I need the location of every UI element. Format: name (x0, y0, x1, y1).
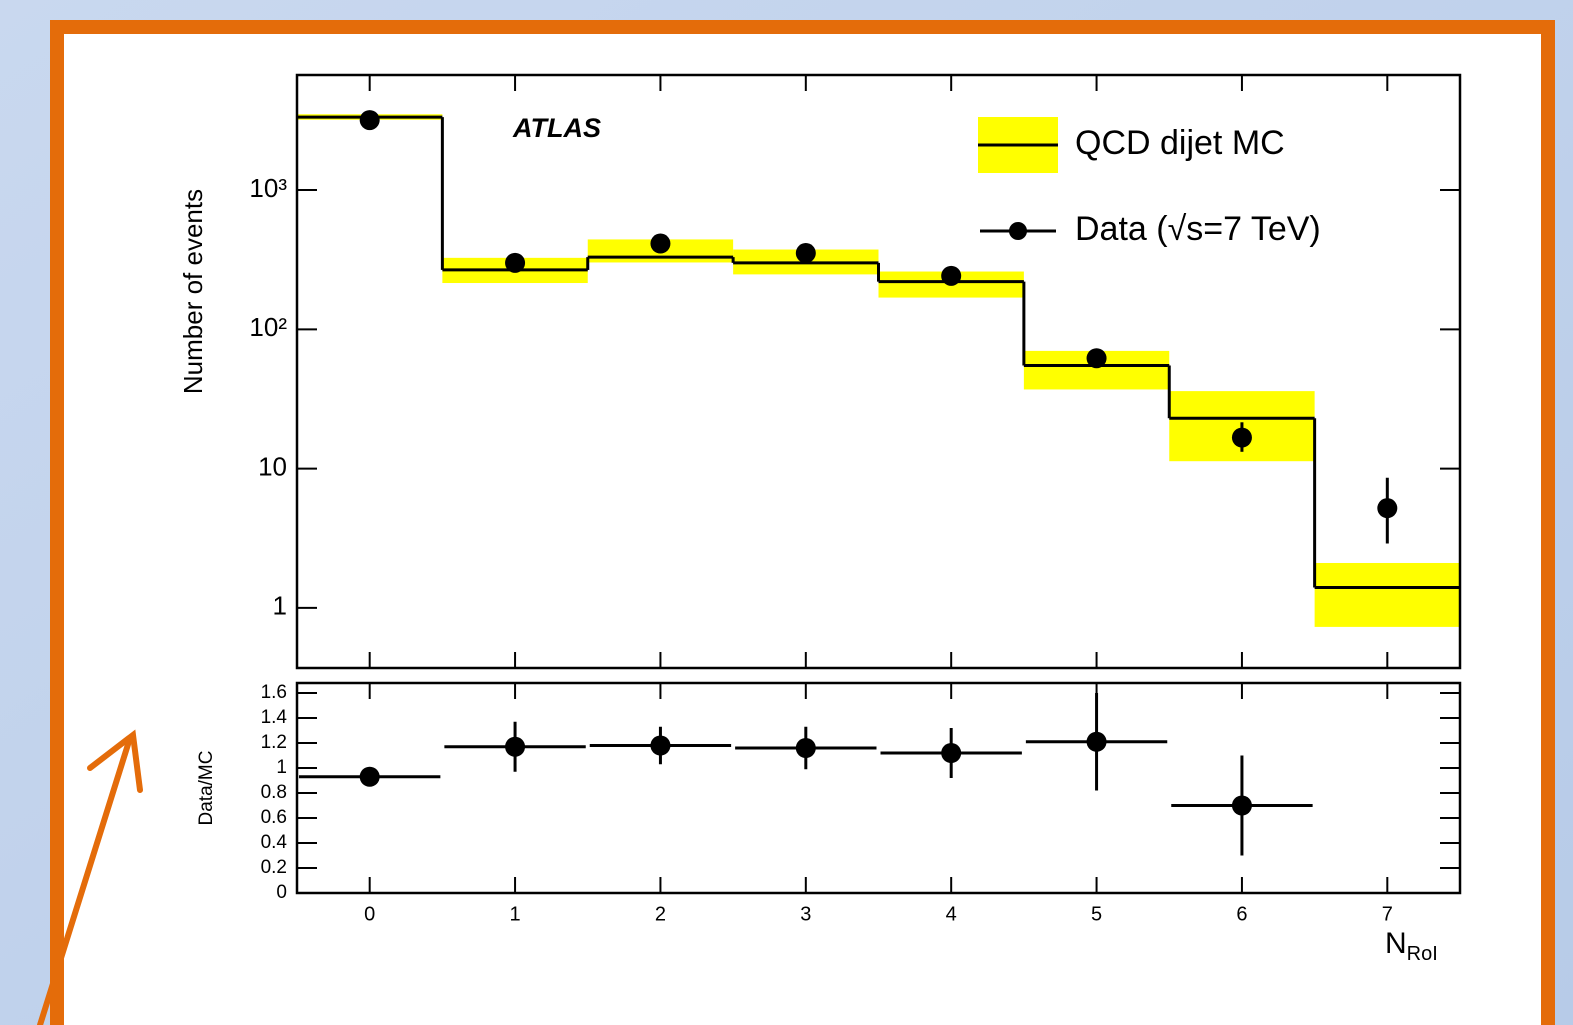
data-point (1231, 427, 1252, 448)
y-tick-label: 1.4 (261, 707, 288, 728)
legend-marker (1009, 222, 1027, 240)
frame-box (50, 20, 1555, 1025)
x-tick-label: 0 (364, 903, 375, 925)
y-axis-label: Data/MC (196, 751, 217, 826)
data-point (650, 233, 671, 254)
legend-label: Data (√s=7 TeV) (1075, 210, 1321, 248)
x-tick-label: 2 (655, 903, 666, 925)
y-axis-label: Number of events (178, 189, 208, 394)
y-tick-label: 1 (273, 591, 287, 621)
x-axis-label-sub: RoI (1407, 943, 1438, 965)
x-axis-label-main: N (1385, 927, 1407, 960)
y-tick-label: 10² (249, 312, 287, 342)
data-point (1086, 348, 1107, 369)
data-point (359, 110, 380, 131)
y-tick-label: 0.4 (261, 832, 288, 853)
ratio-point (795, 738, 816, 758)
y-tick-label: 0.6 (261, 807, 287, 828)
y-tick-label: 1.2 (261, 732, 287, 753)
y-tick-label: 1 (276, 757, 287, 778)
x-tick-label: 3 (800, 903, 811, 925)
x-axis-label: NRoI (1385, 927, 1438, 965)
ratio-point (359, 766, 380, 787)
ratio-point (941, 743, 962, 763)
mc-band (1314, 562, 1460, 627)
data-point (505, 252, 526, 273)
axes-frame (295, 73, 1462, 670)
data-point (941, 265, 962, 286)
x-tick-label: 5 (1091, 903, 1102, 925)
ratio-point (650, 735, 671, 756)
y-tick-label: 0.8 (261, 782, 287, 803)
y-tick-label: 1.6 (261, 682, 287, 703)
data-point (795, 243, 816, 264)
y-tick-label: 0 (276, 882, 287, 903)
data-point (1377, 498, 1398, 519)
ratio-point (1086, 731, 1107, 752)
ratio-point (1231, 795, 1252, 816)
ratio-point (505, 736, 526, 757)
legend-label: QCD dijet MC (1075, 124, 1285, 162)
x-tick-label: 1 (510, 903, 521, 925)
x-tick-label: 6 (1236, 903, 1247, 925)
y-tick-label: 10 (258, 451, 287, 481)
x-tick-label: 4 (946, 903, 957, 925)
arrow (37, 729, 143, 1025)
y-tick-label: 10³ (249, 173, 287, 203)
x-tick-label: 7 (1382, 903, 1393, 925)
y-tick-label: 0.2 (261, 857, 287, 878)
axes-frame (295, 681, 1462, 895)
chart-title: ATLAS (512, 113, 601, 143)
